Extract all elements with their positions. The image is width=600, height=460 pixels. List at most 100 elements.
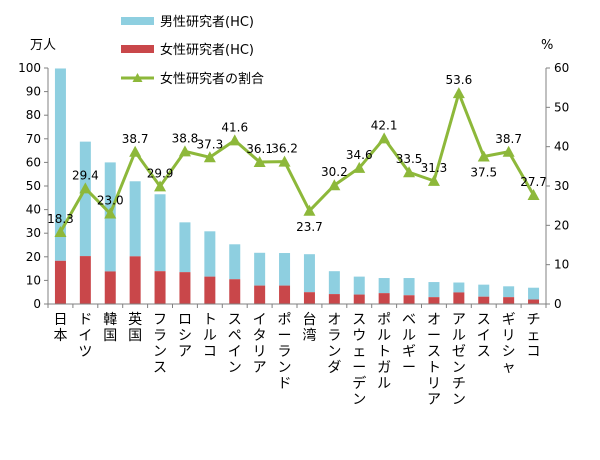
bar-male — [303, 254, 315, 293]
right-tick-label: 0 — [554, 297, 562, 311]
ratio-data-label: 37.5 — [470, 166, 497, 180]
ratio-data-label: 27.7 — [520, 175, 547, 189]
right-tick-label: 30 — [554, 179, 569, 193]
category-label: ベルギー — [402, 312, 416, 376]
legend: 男性研究者(HC) 女性研究者(HC) 女性研究者の割合 — [121, 15, 264, 87]
ratio-data-label: 38.7 — [122, 132, 149, 146]
bar-male — [129, 181, 141, 257]
ratio-data-label: 37.3 — [196, 137, 223, 151]
bar-female — [353, 294, 365, 304]
category-label: ポーランド — [278, 312, 292, 392]
ratio-marker — [427, 174, 440, 186]
left-tick-label: 10 — [26, 273, 41, 287]
bar-female — [428, 297, 440, 304]
ratio-data-label: 41.6 — [221, 120, 248, 134]
category-label: スイス — [477, 312, 491, 360]
right-tick-label: 60 — [554, 61, 569, 75]
right-tick-label: 10 — [554, 258, 569, 272]
left-tick-label: 60 — [26, 155, 41, 169]
bar-female — [54, 260, 66, 304]
ratio-marker — [203, 151, 216, 163]
ratio-marker — [79, 182, 92, 194]
legend-male-label: 男性研究者(HC) — [160, 15, 254, 30]
category-label: チェコ — [527, 312, 541, 360]
bar-female — [453, 292, 465, 304]
legend-ratio-label: 女性研究者の割合 — [160, 71, 264, 87]
ratio-data-label: 23.7 — [296, 220, 323, 234]
category-label: 韓国 — [103, 312, 117, 344]
bar-male — [154, 194, 166, 272]
bar-female — [179, 272, 191, 304]
bar-male — [353, 276, 365, 295]
category-label: 英国 — [128, 311, 142, 344]
ratio-data-label: 38.7 — [495, 132, 522, 146]
category-label: オーストリア — [427, 312, 441, 408]
right-tick-label: 20 — [554, 218, 569, 232]
legend-female-label: 女性研究者(HC) — [160, 42, 254, 58]
bar-male — [378, 278, 390, 294]
ratio-marker — [303, 204, 316, 216]
category-label: フランス — [153, 312, 167, 376]
ratio-marker — [228, 134, 241, 146]
ratio-marker — [54, 226, 67, 238]
ratio-line — [54, 87, 540, 238]
left-tick-label: 0 — [33, 297, 41, 311]
left-tick-label: 30 — [26, 226, 41, 240]
category-label: オランダ — [327, 312, 341, 376]
ratio-data-label: 29.9 — [147, 166, 174, 180]
ratio-data-label: 33.5 — [396, 152, 423, 166]
category-label: 日本 — [53, 312, 67, 344]
legend-female-swatch — [121, 45, 154, 53]
left-tick-label: 40 — [26, 203, 41, 217]
ratio-data-label: 18.3 — [47, 212, 74, 226]
category-label: 台湾 — [302, 312, 316, 344]
category-label: ポルトガル — [377, 312, 391, 392]
ratio-marker — [353, 161, 366, 173]
bar-female — [229, 279, 241, 304]
bar-female — [79, 256, 91, 304]
left-tick-label: 100 — [18, 61, 41, 75]
bar-male — [79, 141, 91, 257]
bar-male — [403, 278, 415, 296]
bar-male — [179, 222, 191, 273]
ratio-marker — [253, 156, 266, 168]
ratio-marker — [328, 179, 341, 191]
bar-female — [403, 295, 415, 304]
ratio-data-label: 38.8 — [172, 131, 199, 145]
bar-male — [503, 286, 515, 298]
ratio-marker — [178, 145, 191, 157]
right-tick-label: 50 — [554, 100, 569, 114]
bar-female — [254, 285, 266, 304]
ratio-polyline — [59, 91, 535, 233]
category-label: スウェーデン — [352, 312, 366, 408]
ratio-marker — [129, 145, 142, 157]
category-label: イタリア — [253, 312, 267, 376]
ratio-marker — [104, 207, 117, 219]
right-tick-label: 40 — [554, 140, 569, 154]
bar-female — [104, 271, 116, 304]
ratio-marker — [452, 87, 465, 99]
bar-male — [328, 271, 340, 295]
ratio-data-label: 36.1 — [246, 142, 273, 156]
ratio-marker — [278, 155, 291, 167]
bar-female — [303, 292, 315, 304]
ratio-data-label: 53.6 — [445, 73, 472, 87]
bar-male — [204, 231, 216, 277]
bar-female — [328, 294, 340, 304]
ratio-marker — [527, 189, 540, 201]
bar-female — [279, 285, 291, 304]
legend-male-swatch — [121, 17, 154, 25]
data-labels: 18.3 29.4 23.0 38.7 29.9 38.837.3 41.6 36.136.2… — [47, 73, 547, 234]
bar-male — [453, 282, 465, 293]
ratio-marker — [403, 166, 416, 178]
ratio-data-label: 30.2 — [321, 165, 348, 179]
ratio-data-label: 29.4 — [72, 168, 99, 182]
bar-male — [528, 287, 540, 300]
bar-female — [129, 256, 141, 304]
bar-female — [378, 293, 390, 304]
ratio-marker — [378, 132, 391, 144]
bar-male — [54, 68, 66, 261]
bar-female — [503, 297, 515, 304]
bar-male — [254, 252, 266, 286]
